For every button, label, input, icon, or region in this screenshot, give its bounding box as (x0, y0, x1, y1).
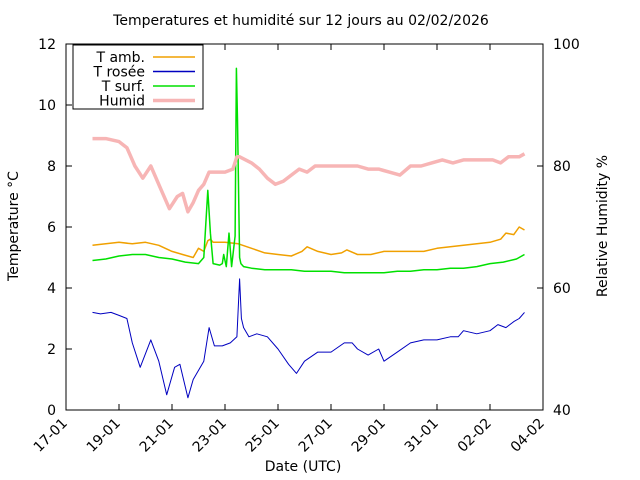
x-tick-label: 02-02 (455, 416, 495, 456)
x-tick-label: 25-01 (243, 416, 283, 456)
series-line-t-surf (92, 67, 525, 274)
y2-tick-label: 80 (553, 159, 571, 175)
legend-label: T rosée (92, 65, 145, 81)
series-line-t-ros-e (92, 278, 525, 399)
x-tick-label: 27-01 (296, 416, 336, 456)
y-tick-label: 4 (47, 281, 56, 297)
y-tick-label: 6 (47, 220, 56, 236)
chart-title: Temperatures et humidité sur 12 jours au… (112, 13, 489, 29)
legend-label: T surf. (101, 79, 145, 95)
legend-label: T amb. (95, 50, 145, 66)
x-tick-label: 04-02 (508, 416, 548, 456)
x-axis-label: Date (UTC) (265, 459, 342, 475)
y2-tick-label: 60 (553, 281, 571, 297)
x-tick-label: 23-01 (190, 416, 230, 456)
legend-box (72, 44, 204, 110)
y-axis-label: Temperature °C (6, 171, 22, 282)
x-tick-label: 31-01 (402, 416, 442, 456)
series-line-humid (92, 136, 526, 214)
y-tick-label: 10 (38, 98, 56, 114)
x-tick-label: 21-01 (137, 416, 177, 456)
y2-axis-label: Relative Humidity % (595, 155, 611, 297)
y-tick-label: 2 (47, 342, 56, 358)
y-tick-label: 8 (47, 159, 56, 175)
y-tick-label: 0 (47, 403, 56, 419)
series-layer (92, 67, 526, 399)
x-tick-label: 19-01 (84, 416, 124, 456)
legend-label: Humid (99, 94, 145, 110)
y2-tick-label: 40 (553, 403, 571, 419)
x-tick-label: 17-01 (31, 416, 71, 456)
y2-tick-label: 100 (553, 37, 580, 53)
series-line-t-amb (92, 226, 525, 259)
y-tick-label: 12 (38, 37, 56, 53)
x-tick-label: 29-01 (349, 416, 389, 456)
